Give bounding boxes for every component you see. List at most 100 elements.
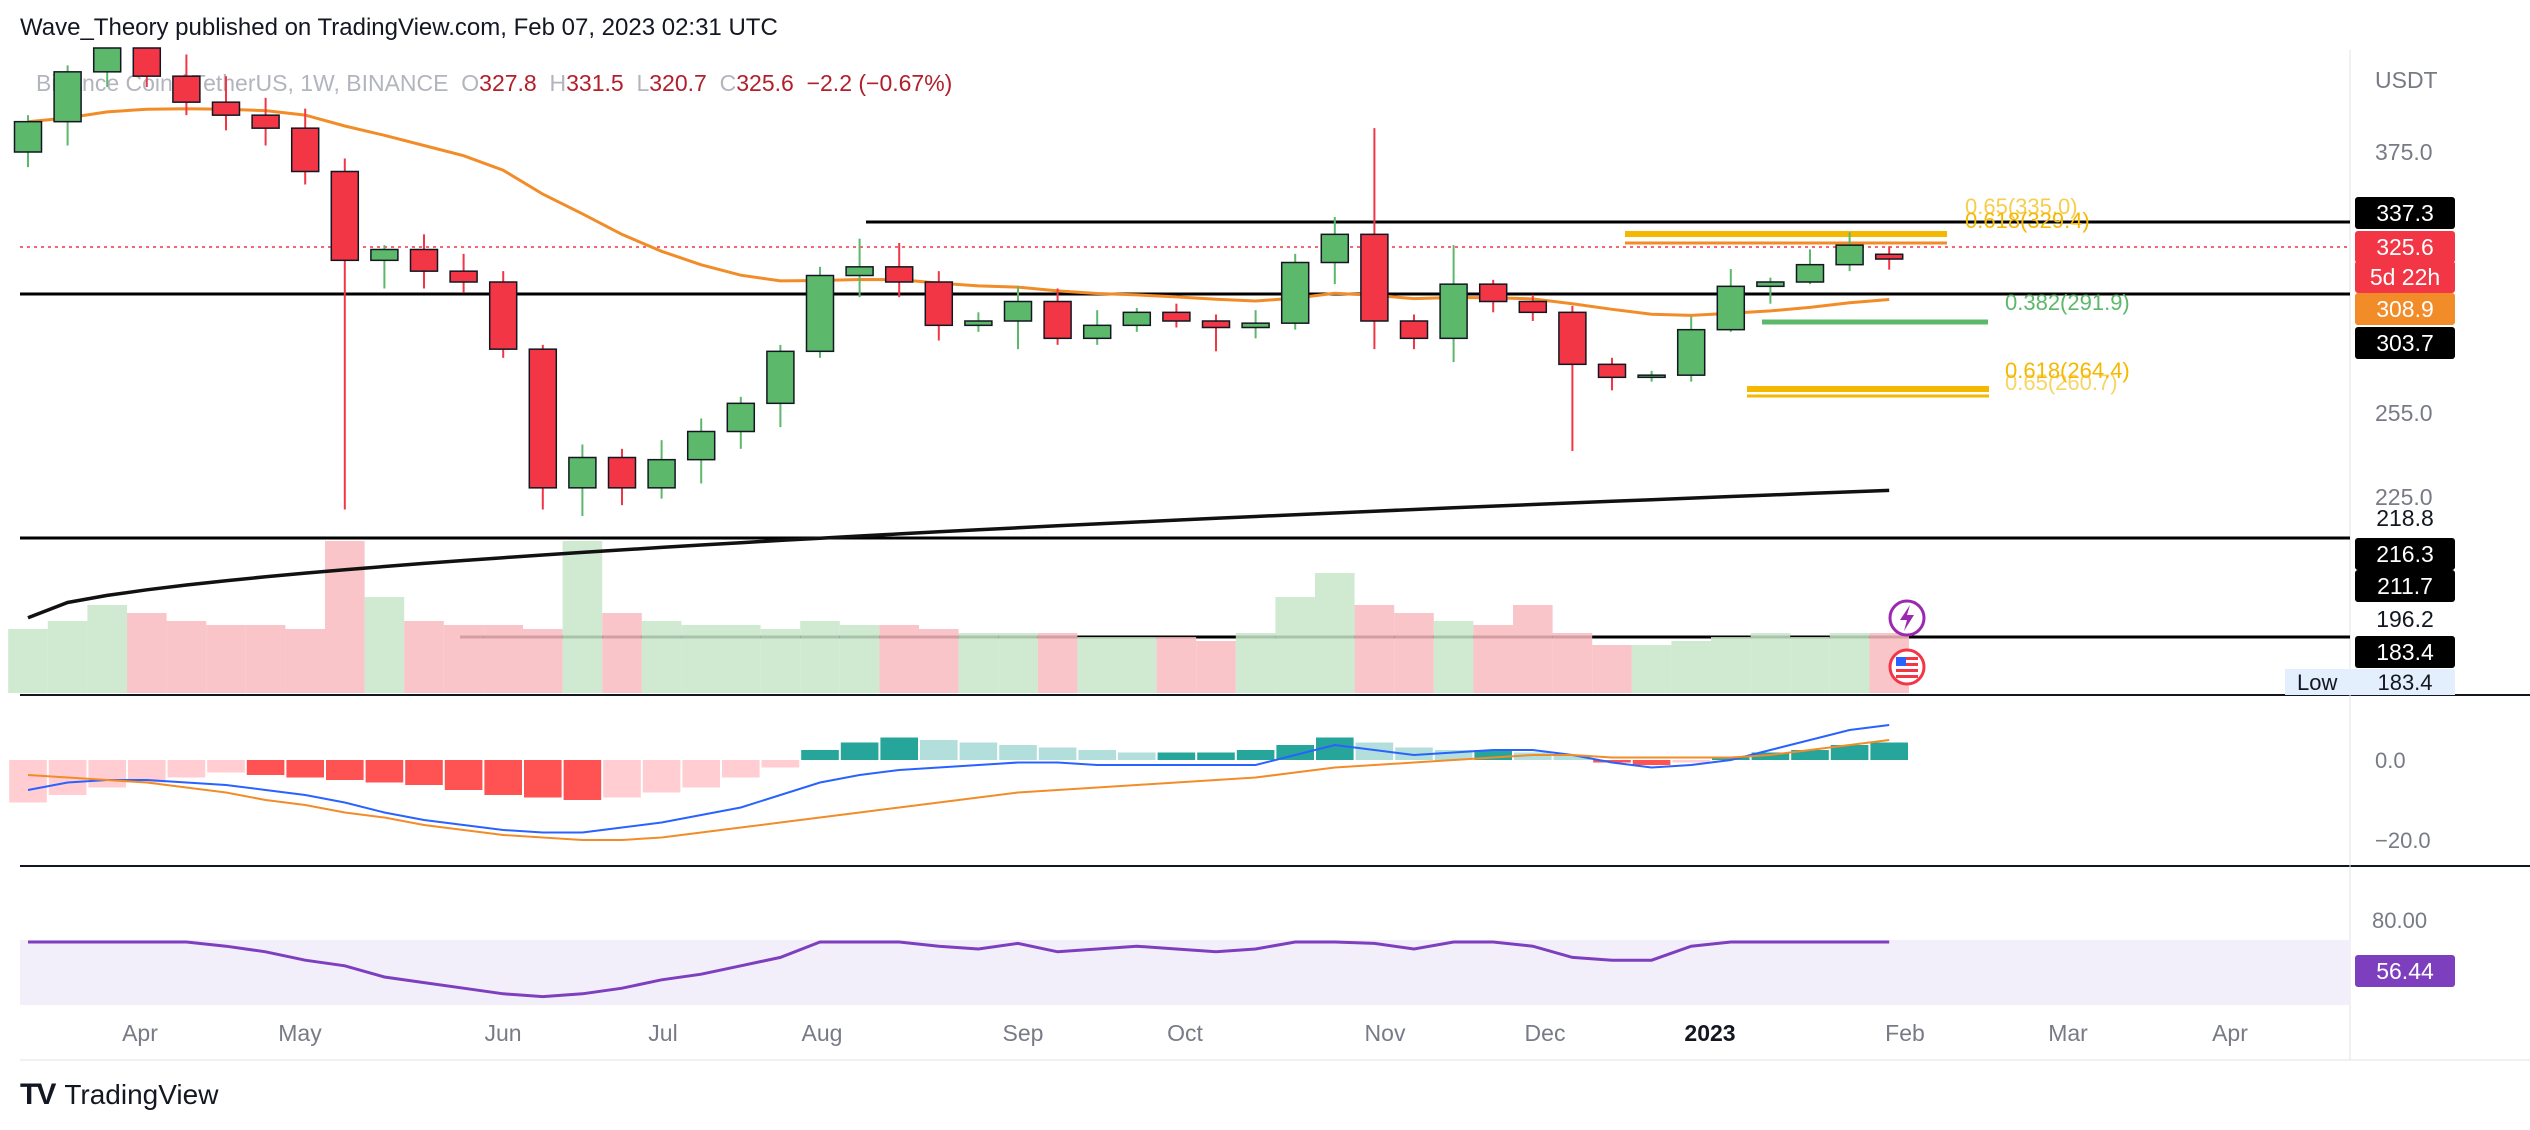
candle-body[interactable] bbox=[726, 402, 756, 433]
price-badge-label: 218.8 bbox=[2376, 505, 2434, 531]
candle-body[interactable] bbox=[805, 274, 835, 353]
candle-body[interactable] bbox=[370, 248, 399, 262]
candle-body[interactable] bbox=[1874, 253, 1904, 260]
macd-histogram-bar bbox=[326, 760, 364, 780]
candle-body[interactable] bbox=[1597, 363, 1627, 379]
candle-body[interactable] bbox=[607, 456, 637, 489]
candle-body[interactable] bbox=[409, 248, 439, 272]
macd-histogram-bar bbox=[1038, 747, 1077, 760]
time-axis-label: Feb bbox=[1885, 1020, 1925, 1046]
symbol-name: Binance Coin / TetherUS, 1W, BINANCE bbox=[36, 70, 449, 96]
candle-body[interactable] bbox=[211, 101, 241, 116]
candle-body[interactable] bbox=[92, 47, 122, 73]
candle-body[interactable] bbox=[1756, 281, 1785, 288]
candle-body[interactable] bbox=[1241, 322, 1270, 329]
macd-histogram-bar bbox=[484, 760, 522, 795]
volume-bar bbox=[1394, 613, 1434, 693]
lightning-icon[interactable] bbox=[1888, 599, 1926, 637]
time-axis-label: 2023 bbox=[1684, 1020, 1735, 1046]
candle-body[interactable] bbox=[647, 458, 676, 489]
fib-zone-upper bbox=[1625, 231, 1947, 237]
candle-body[interactable] bbox=[1122, 311, 1152, 327]
candle-body[interactable] bbox=[1043, 300, 1072, 340]
candle-body[interactable] bbox=[1399, 320, 1429, 340]
volume-bar bbox=[760, 629, 801, 693]
volume-bar bbox=[364, 597, 405, 693]
candle-body[interactable] bbox=[449, 270, 478, 283]
candle-body[interactable] bbox=[1082, 324, 1112, 340]
candle-body[interactable] bbox=[1795, 263, 1825, 283]
volume-bar bbox=[641, 621, 682, 693]
candle-body[interactable] bbox=[1676, 328, 1706, 376]
candle-body[interactable] bbox=[1637, 374, 1666, 379]
macd-histogram-bar bbox=[722, 760, 760, 778]
time-axis-label: Apr bbox=[122, 1020, 158, 1046]
macd-histogram-bar bbox=[88, 760, 126, 788]
volume-bar bbox=[1552, 633, 1593, 693]
macd-histogram-bar bbox=[959, 742, 998, 760]
candle-body[interactable] bbox=[686, 430, 716, 461]
volume-bar bbox=[1473, 625, 1513, 693]
price-badge bbox=[2355, 231, 2455, 263]
time-axis-label: Mar bbox=[2048, 1020, 2088, 1046]
macd-histogram-bar bbox=[1316, 737, 1354, 760]
volume-bar bbox=[443, 625, 484, 693]
candle-body[interactable] bbox=[330, 170, 360, 262]
price-badge bbox=[2355, 570, 2455, 602]
candle-body[interactable] bbox=[1003, 300, 1033, 322]
volume-bar bbox=[404, 621, 444, 693]
candle-body[interactable] bbox=[1320, 233, 1350, 264]
candle-body[interactable] bbox=[132, 47, 162, 77]
macd-histogram-bar bbox=[1395, 747, 1433, 760]
candle-body[interactable] bbox=[884, 266, 914, 283]
rsi-value-label: 56.44 bbox=[2376, 958, 2434, 984]
candle-body[interactable] bbox=[1835, 244, 1864, 266]
candle-body[interactable] bbox=[1360, 233, 1389, 322]
candle-body[interactable] bbox=[568, 456, 597, 489]
macd-histogram-bar bbox=[880, 737, 918, 760]
candle-body[interactable] bbox=[1201, 320, 1231, 329]
candle-body[interactable] bbox=[1439, 283, 1468, 340]
volume-bar bbox=[1315, 573, 1355, 693]
candle-body[interactable] bbox=[964, 320, 993, 327]
volume-bar bbox=[562, 541, 603, 693]
candle-body[interactable] bbox=[845, 266, 874, 277]
rsi-tick-80: 80.00 bbox=[2372, 908, 2427, 933]
candle-body[interactable] bbox=[1162, 311, 1191, 322]
macd-histogram-bar bbox=[286, 760, 324, 778]
candle-body[interactable] bbox=[172, 75, 201, 103]
publish-header: Wave_Theory published on TradingView.com… bbox=[20, 14, 778, 41]
volume-bar bbox=[1631, 645, 1672, 693]
tradingview-footer[interactable]: TV TradingView bbox=[20, 1078, 218, 1112]
candle-body[interactable] bbox=[251, 114, 280, 129]
candle-body[interactable] bbox=[1280, 261, 1310, 324]
candle-body[interactable] bbox=[13, 120, 43, 153]
candle-body[interactable] bbox=[766, 350, 795, 405]
price-axis-tick: 225.0 bbox=[2375, 484, 2433, 510]
volume-bar bbox=[919, 629, 959, 693]
candle-body[interactable] bbox=[488, 281, 518, 350]
candle-body[interactable] bbox=[290, 127, 320, 173]
low-indicator-label: Low bbox=[2297, 670, 2337, 695]
macd-histogram-bar bbox=[1355, 742, 1394, 760]
volume-bar bbox=[681, 625, 721, 693]
volume-bar bbox=[998, 633, 1038, 693]
low-value: 320.7 bbox=[649, 70, 707, 96]
candle-body[interactable] bbox=[924, 281, 954, 327]
volume-bar bbox=[1156, 637, 1197, 693]
us-flag-icon[interactable] bbox=[1888, 648, 1926, 686]
candle-body[interactable] bbox=[1518, 300, 1548, 314]
candle-body[interactable] bbox=[53, 71, 82, 123]
change-value: −2.2 (−0.67%) bbox=[806, 70, 953, 96]
price-badge-label: 303.7 bbox=[2376, 330, 2434, 356]
macd-tick-0: 0.0 bbox=[2375, 748, 2406, 773]
candle-body[interactable] bbox=[1716, 285, 1746, 331]
candlesticks[interactable] bbox=[13, 47, 1904, 516]
candle-body[interactable] bbox=[528, 348, 558, 489]
candle-body[interactable] bbox=[1558, 311, 1587, 366]
high-key: H bbox=[549, 70, 567, 96]
volume-bar bbox=[285, 629, 325, 693]
axes: Apr May Jun Jul Aug Sep Oct Nov Dec 2023 Feb Mar Apr… bbox=[122, 139, 2455, 1046]
candle-body[interactable] bbox=[1478, 283, 1508, 303]
